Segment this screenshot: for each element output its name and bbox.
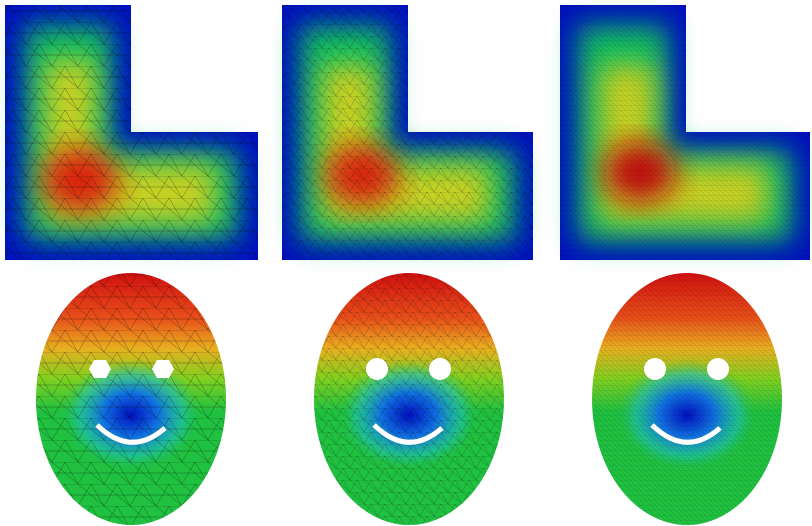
face-panel-coarse bbox=[36, 273, 226, 525]
l-panel-medium bbox=[282, 5, 533, 260]
face-panel-fine bbox=[592, 273, 782, 525]
l-panel-fine bbox=[560, 5, 810, 260]
face-panel-medium bbox=[314, 273, 504, 525]
l-panel-coarse bbox=[5, 5, 258, 260]
figure bbox=[0, 0, 812, 526]
